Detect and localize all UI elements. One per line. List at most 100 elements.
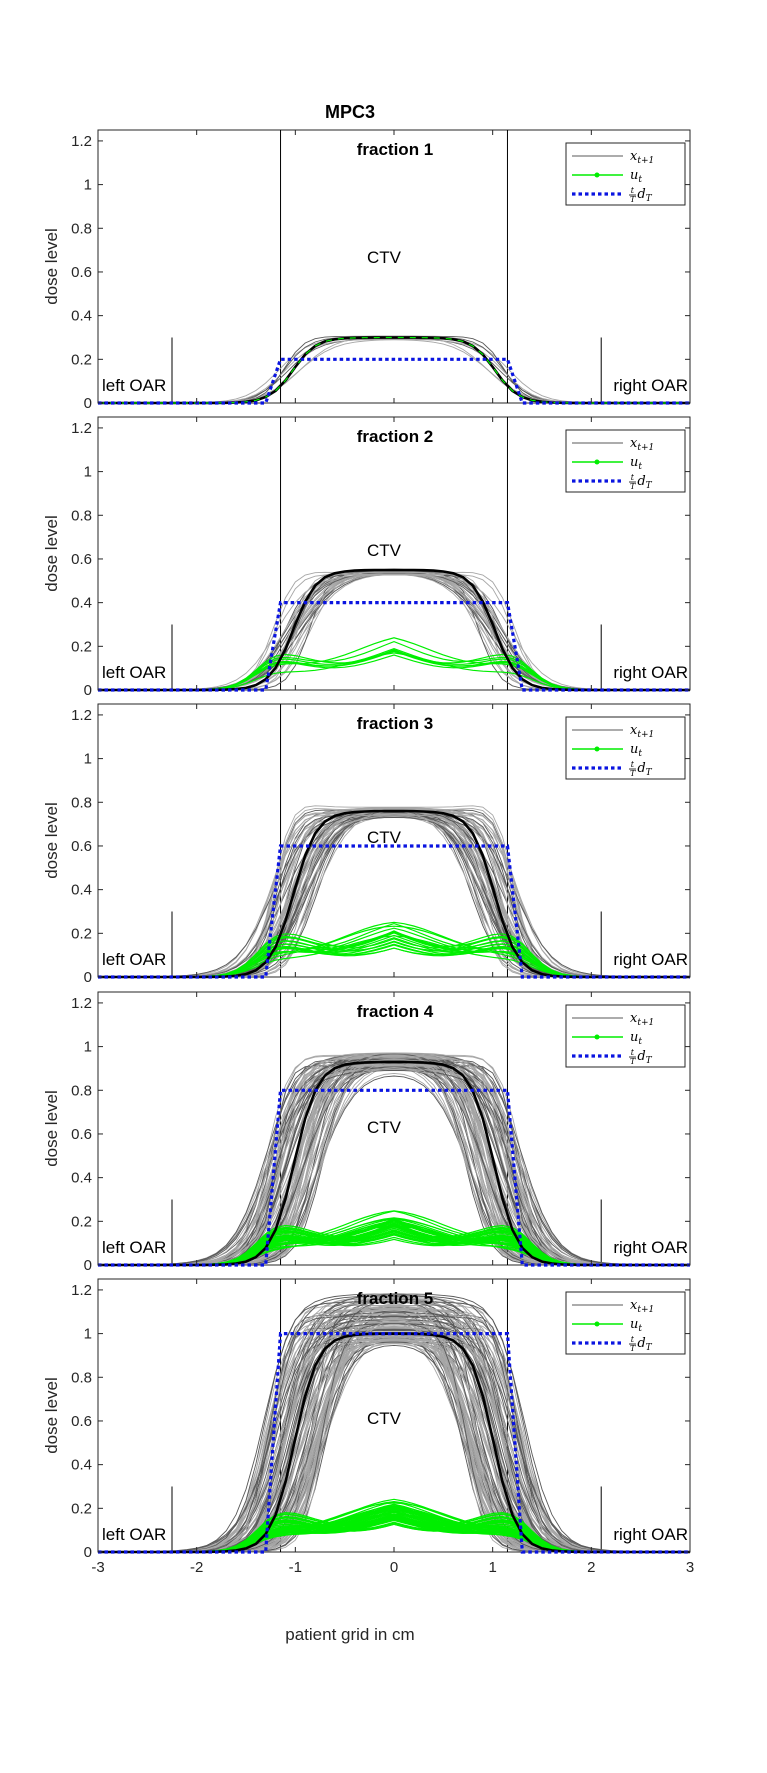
legend-marker-control — [594, 746, 600, 752]
y-tick-label: 0.2 — [71, 925, 92, 942]
legend-marker-control — [594, 1034, 600, 1040]
y-tick-label: 0.6 — [71, 1126, 92, 1143]
left-oar-label: left OAR — [102, 1238, 166, 1257]
y-tick-label: 1.2 — [71, 1282, 92, 1299]
y-tick-label: 1.2 — [71, 995, 92, 1012]
legend-box — [565, 716, 686, 780]
x-tick-label: 1 — [488, 1559, 496, 1576]
y-tick-label: 0.6 — [71, 551, 92, 568]
y-tick-label: 1 — [84, 1326, 92, 1343]
panel-title: fraction 5 — [357, 1289, 434, 1308]
y-axis-label: dose level — [42, 228, 61, 305]
y-tick-label: 0.2 — [71, 351, 92, 368]
right-oar-label: right OAR — [613, 663, 688, 682]
target-dose-line — [98, 357, 690, 405]
y-tick-label: 1 — [84, 1039, 92, 1056]
ctv-label: CTV — [367, 1409, 402, 1428]
y-tick-label: 0.4 — [71, 1170, 92, 1187]
y-tick-label: 0.2 — [71, 638, 92, 655]
ctv-label: CTV — [367, 1118, 402, 1137]
target-dose-line — [98, 601, 690, 692]
panel-title: fraction 2 — [357, 427, 434, 446]
x-tick-label: 2 — [587, 1559, 595, 1576]
y-tick-label: 0.6 — [71, 1413, 92, 1430]
y-tick-label: 0 — [84, 1544, 92, 1561]
y-tick-label: 0.4 — [71, 882, 92, 899]
y-axis-label: dose level — [42, 802, 61, 879]
right-oar-label: right OAR — [613, 1525, 688, 1544]
y-tick-label: 1 — [84, 751, 92, 768]
y-axis-label: dose level — [42, 1377, 61, 1454]
left-oar-label: left OAR — [102, 376, 166, 395]
y-tick-label: 1.2 — [71, 707, 92, 724]
panel-3: 0 0.2 0.4 0.6 0.8 1 1.2 dose level fraction 3 CTV… — [42, 703, 691, 986]
y-tick-label: 1.2 — [71, 420, 92, 437]
right-oar-label: right OAR — [613, 1238, 688, 1257]
x-axis-label: patient grid in cm — [285, 1625, 414, 1644]
legend-marker-control — [594, 1321, 600, 1327]
panel-title: fraction 1 — [357, 140, 434, 159]
ctv-label: CTV — [367, 248, 402, 267]
y-tick-label: 0.4 — [71, 595, 92, 612]
target-dose-line — [98, 1332, 690, 1554]
y-tick-label: 0.8 — [71, 507, 92, 524]
left-oar-label: left OAR — [102, 1525, 166, 1544]
y-tick-label: 0.2 — [71, 1213, 92, 1230]
right-oar-label: right OAR — [613, 950, 688, 969]
y-tick-label: 0 — [84, 1257, 92, 1274]
panel-title: fraction 3 — [357, 714, 434, 733]
left-oar-label: left OAR — [102, 950, 166, 969]
y-axis-label: dose level — [42, 1090, 61, 1167]
legend-box — [565, 429, 686, 493]
y-tick-label: 0.4 — [71, 308, 92, 325]
panels: 0 0.2 0.4 0.6 0.8 1 1.2 dose level fraction 1 CTV… — [42, 129, 694, 1576]
y-tick-label: 0.2 — [71, 1500, 92, 1517]
y-tick-label: 1 — [84, 464, 92, 481]
y-tick-label: 0.8 — [71, 220, 92, 237]
legend-box — [565, 142, 686, 206]
y-tick-label: 0 — [84, 969, 92, 986]
panel-1: 0 0.2 0.4 0.6 0.8 1 1.2 dose level fraction 1 CTV… — [42, 129, 691, 412]
legend-box — [565, 1291, 686, 1355]
legend-marker-control — [594, 172, 600, 178]
ctv-label: CTV — [367, 828, 402, 847]
y-tick-label: 0.4 — [71, 1457, 92, 1474]
y-tick-label: 0.8 — [71, 1082, 92, 1099]
left-oar-label: left OAR — [102, 663, 166, 682]
legend-marker-control — [594, 459, 600, 465]
y-tick-label: 0.6 — [71, 264, 92, 281]
y-tick-label: 0.6 — [71, 838, 92, 855]
y-tick-label: 0.8 — [71, 1369, 92, 1386]
x-tick-label: -1 — [289, 1559, 302, 1576]
target-dose-line — [98, 1088, 690, 1267]
x-tick-label: 3 — [686, 1559, 694, 1576]
y-tick-label: 0.8 — [71, 794, 92, 811]
y-tick-label: 1 — [84, 177, 92, 194]
x-tick-label: 0 — [390, 1559, 398, 1576]
panel-4: 0 0.2 0.4 0.6 0.8 1 1.2 dose level fraction 4 CTV… — [42, 991, 691, 1274]
chart-title: MPC3 — [325, 102, 375, 122]
y-tick-label: 0 — [84, 395, 92, 412]
y-axis-label: dose level — [42, 515, 61, 592]
y-tick-label: 0 — [84, 682, 92, 699]
y-tick-label: 1.2 — [71, 133, 92, 150]
x-tick-label: -2 — [190, 1559, 203, 1576]
panel-title: fraction 4 — [357, 1002, 434, 1021]
panel-2: 0 0.2 0.4 0.6 0.8 1 1.2 dose level fraction 2 CTV… — [42, 416, 691, 699]
legend-box — [565, 1004, 686, 1068]
panel-5: 0 0.2 0.4 0.6 0.8 1 1.2 -3 -2 -1 0 1 2 3 dose level fra… — [42, 1278, 694, 1576]
target-dose-line — [98, 844, 690, 979]
ctv-label: CTV — [367, 541, 402, 560]
x-tick-label: -3 — [91, 1559, 104, 1576]
